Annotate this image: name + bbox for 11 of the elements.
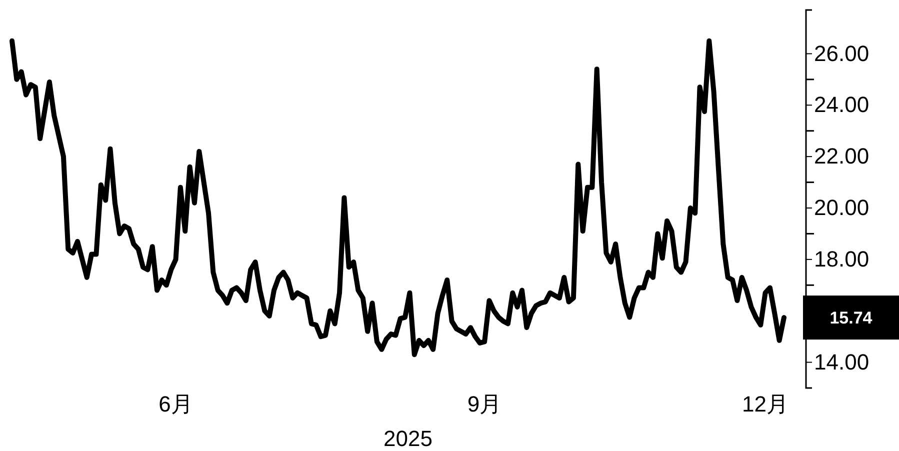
y-tick-label: 18.00 <box>814 246 870 272</box>
x-axis-title: 2025 <box>384 426 432 451</box>
y-tick-label: 22.00 <box>814 144 870 169</box>
y-tick-label: 26.00 <box>814 40 870 66</box>
x-tick-label: 9月 <box>467 392 502 417</box>
text: 15.74 <box>830 308 873 328</box>
x-tick-label: 6月 <box>158 392 193 417</box>
y-tick-label: 24.00 <box>814 92 870 118</box>
y-tick-label: 14.00 <box>814 349 870 374</box>
y-tick-label: 20.00 <box>814 195 870 220</box>
x-tick-label: 12月 <box>742 392 789 417</box>
